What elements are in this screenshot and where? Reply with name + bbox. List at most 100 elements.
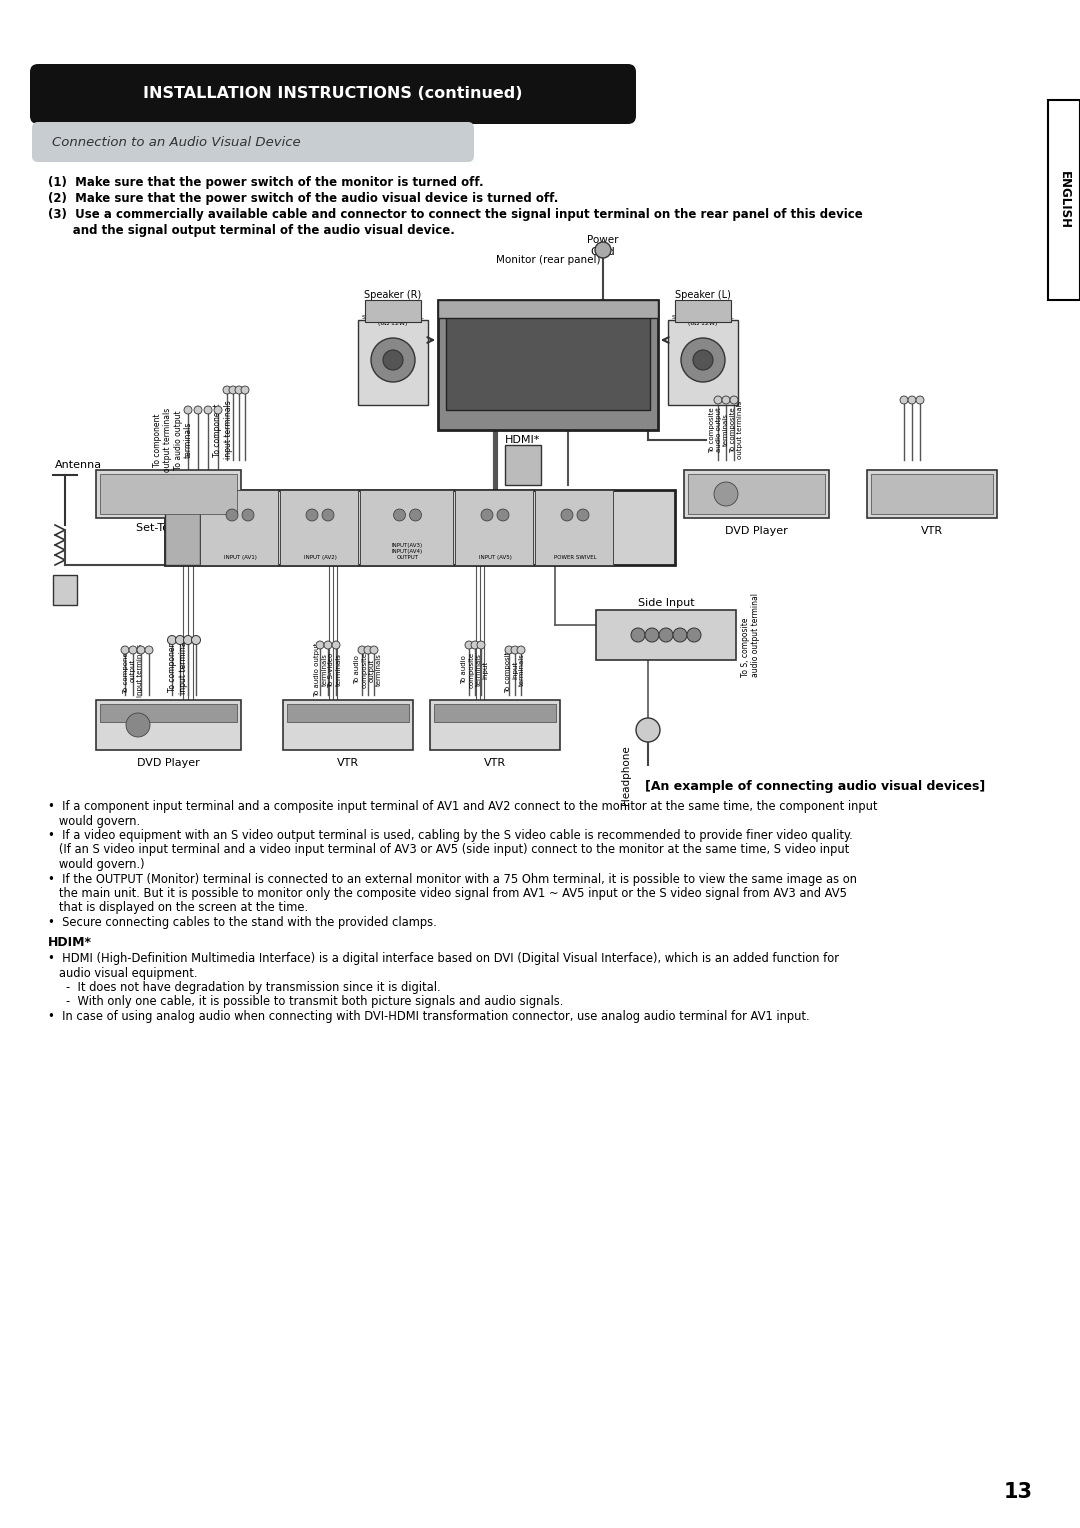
Text: Speaker (L): Speaker (L) xyxy=(675,290,731,299)
FancyBboxPatch shape xyxy=(30,64,636,124)
Circle shape xyxy=(332,642,340,649)
Bar xyxy=(99,704,237,723)
Text: and the signal output terminal of the audio visual device.: and the signal output terminal of the au… xyxy=(48,225,455,237)
Circle shape xyxy=(241,387,249,394)
Text: HDIM*: HDIM* xyxy=(48,937,92,949)
Circle shape xyxy=(145,646,153,654)
Text: •  HDMI (High-Definition Multimedia Interface) is a digital interface based on D: • HDMI (High-Definition Multimedia Inter… xyxy=(48,952,839,966)
Circle shape xyxy=(226,509,238,521)
Text: SPEAKER TERMINAL
(6Ω 12W): SPEAKER TERMINAL (6Ω 12W) xyxy=(672,315,733,325)
Text: (2)  Make sure that the power switch of the audio visual device is turned off.: (2) Make sure that the power switch of t… xyxy=(48,193,558,205)
Circle shape xyxy=(364,646,372,654)
Text: that is displayed on the screen at the time.: that is displayed on the screen at the t… xyxy=(48,902,308,914)
Circle shape xyxy=(561,509,573,521)
Circle shape xyxy=(673,628,687,642)
Text: would govern.: would govern. xyxy=(48,814,140,828)
Circle shape xyxy=(316,642,324,649)
Circle shape xyxy=(681,338,725,382)
Text: •  If a component input terminal and a composite input terminal of AV1 and AV2 c: • If a component input terminal and a co… xyxy=(48,801,877,813)
Circle shape xyxy=(505,646,513,654)
Bar xyxy=(505,445,541,484)
Bar xyxy=(535,490,613,565)
Bar xyxy=(434,704,556,723)
Circle shape xyxy=(222,387,231,394)
Circle shape xyxy=(137,646,145,654)
Circle shape xyxy=(900,396,908,403)
Text: DVD Player: DVD Player xyxy=(725,526,787,536)
Circle shape xyxy=(511,646,519,654)
Circle shape xyxy=(477,642,485,649)
Circle shape xyxy=(471,642,480,649)
Bar xyxy=(95,700,241,750)
Text: the main unit. But it is possible to monitor only the composite video signal fro: the main unit. But it is possible to mon… xyxy=(48,886,847,900)
Text: To component
output terminals
To audio output
terminals: To component output terminals To audio o… xyxy=(153,408,193,472)
Text: [An example of connecting audio visual devices]: [An example of connecting audio visual d… xyxy=(645,779,985,793)
Text: Headphone: Headphone xyxy=(621,746,631,805)
Circle shape xyxy=(121,646,129,654)
Text: HDMI*: HDMI* xyxy=(505,435,541,445)
Circle shape xyxy=(235,387,243,394)
Bar xyxy=(867,471,997,518)
Text: -  It does not have degradation by transmission since it is digital.: - It does not have degradation by transm… xyxy=(48,981,441,995)
Text: •  In case of using analog audio when connecting with DVI-HDMI transformation co: • In case of using analog audio when con… xyxy=(48,1010,810,1024)
Text: •  If the OUTPUT (Monitor) terminal is connected to an external monitor with a 7: • If the OUTPUT (Monitor) terminal is co… xyxy=(48,872,858,886)
Circle shape xyxy=(126,714,150,736)
Circle shape xyxy=(306,509,318,521)
Bar xyxy=(669,319,738,405)
Circle shape xyxy=(322,509,334,521)
Text: (If an S video input terminal and a video input terminal of AV3 or AV5 (side inp: (If an S video input terminal and a vide… xyxy=(48,843,849,857)
Text: Connection to an Audio Visual Device: Connection to an Audio Visual Device xyxy=(52,136,300,148)
Text: would govern.): would govern.) xyxy=(48,859,145,871)
Text: To audio
composite
terminals
input: To audio composite terminals input xyxy=(461,652,488,688)
Circle shape xyxy=(204,406,212,414)
Bar xyxy=(438,299,658,318)
Circle shape xyxy=(465,642,473,649)
Bar xyxy=(200,490,278,565)
Bar xyxy=(688,474,824,513)
Bar xyxy=(1048,99,1080,299)
Text: VTR: VTR xyxy=(337,758,359,769)
Text: To audio
composite
output
terminals: To audio composite output terminals xyxy=(354,652,381,688)
Text: Side Input: Side Input xyxy=(637,597,694,608)
Text: INSTALLATION INSTRUCTIONS (continued): INSTALLATION INSTRUCTIONS (continued) xyxy=(144,87,523,101)
Circle shape xyxy=(184,636,192,645)
Text: POWER SWIVEL: POWER SWIVEL xyxy=(554,555,596,559)
Circle shape xyxy=(175,636,185,645)
Bar xyxy=(95,471,241,518)
Text: VTR: VTR xyxy=(921,526,943,536)
Circle shape xyxy=(659,628,673,642)
Bar xyxy=(287,704,409,723)
Bar xyxy=(99,474,237,513)
Circle shape xyxy=(393,509,405,521)
Circle shape xyxy=(372,338,415,382)
Text: Monitor (rear panel): Monitor (rear panel) xyxy=(496,255,600,264)
Bar xyxy=(446,310,650,410)
Text: To component
output
input terminals: To component output input terminals xyxy=(123,643,143,697)
Bar xyxy=(870,474,993,513)
Circle shape xyxy=(714,396,723,403)
Bar xyxy=(684,471,828,518)
Circle shape xyxy=(324,642,332,649)
Circle shape xyxy=(409,509,421,521)
Text: Antenna: Antenna xyxy=(55,460,103,471)
Circle shape xyxy=(645,628,659,642)
Circle shape xyxy=(191,636,201,645)
Circle shape xyxy=(383,350,403,370)
Circle shape xyxy=(595,241,611,258)
Circle shape xyxy=(242,509,254,521)
Text: VTR: VTR xyxy=(484,758,507,769)
Circle shape xyxy=(908,396,916,403)
Circle shape xyxy=(714,481,738,506)
Circle shape xyxy=(357,646,366,654)
Circle shape xyxy=(693,350,713,370)
Circle shape xyxy=(194,406,202,414)
Bar xyxy=(596,610,735,660)
Text: SPEAKER TERMINAL
(6Ω 12W): SPEAKER TERMINAL (6Ω 12W) xyxy=(362,315,423,325)
Bar xyxy=(53,575,77,605)
Bar xyxy=(360,490,453,565)
Bar xyxy=(165,490,200,565)
Bar xyxy=(675,299,731,322)
Circle shape xyxy=(577,509,589,521)
Bar xyxy=(357,319,428,405)
Bar xyxy=(283,700,413,750)
